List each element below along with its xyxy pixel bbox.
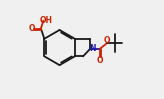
Text: O: O: [103, 36, 110, 45]
Text: O: O: [29, 24, 35, 33]
Text: OH: OH: [40, 16, 53, 25]
Text: O: O: [97, 56, 103, 65]
Text: N: N: [89, 44, 96, 53]
